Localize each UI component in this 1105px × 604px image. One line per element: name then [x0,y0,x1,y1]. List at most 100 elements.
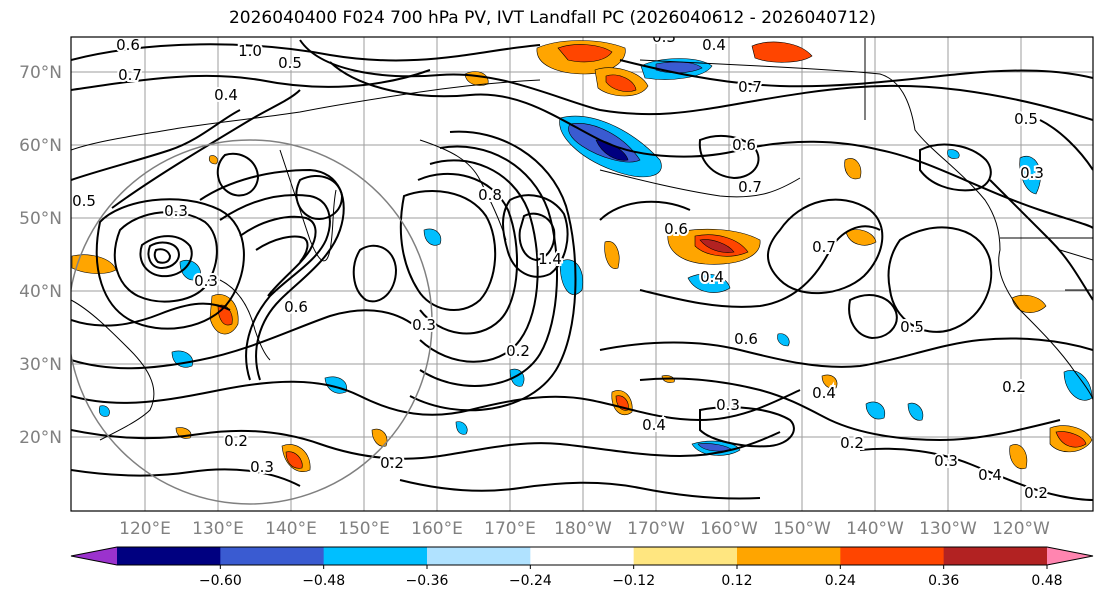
colorbar-outline [70,546,1094,566]
colorbar-segment [633,547,738,565]
contour-label: 0.6 [664,220,688,238]
contour-label: 0.5 [900,318,924,336]
ivt-positive-patch [844,158,862,180]
colorbar: −0.60 −0.48 −0.36 −0.24 −0.12 0.12 0.24 0.36 0.4… [70,546,1094,589]
lon-label: 120°W [992,519,1050,539]
lon-label: 170°E [484,519,536,539]
ivt-positive-patch [604,241,620,269]
contour-label: 0.4 [978,466,1002,484]
longitude-labels: 120°E 130°E 140°E 150°E 160°E 170°E 180°… [119,519,1050,539]
contour-label: 0.3 [1020,164,1044,182]
contour-label: 0.7 [738,178,762,196]
contour-label: 0.2 [506,342,530,360]
contour-label: 0.3 [934,452,958,470]
lon-label: 150°E [338,519,390,539]
ivt-positive-patch [285,451,303,469]
contour-label: 0.3 [164,202,188,220]
ivt-positive-patch [208,155,218,165]
ivt-positive-patch [371,428,388,447]
contour-label: 0.2 [380,454,404,472]
lon-label: 130°E [192,519,244,539]
map-frame [70,36,1094,512]
contour-label: 0.2 [1002,378,1026,396]
ivt-negative-patch [98,405,110,417]
ivt-positive-patch [605,74,637,92]
ivt-negative-patch [777,333,790,347]
contour-label: 0.3 [250,458,274,476]
contour-label: 0.4 [702,36,726,54]
contour-label: 1.4 [538,250,562,268]
ivt-negative-patch [179,259,201,281]
colorbar-extension-high [1047,547,1093,565]
lat-label: 60°N [19,136,62,156]
contour-label: 1.0 [238,42,262,60]
ivt-positive-patch [557,44,613,63]
contour-label: 0.5 [72,192,96,210]
contour-label: 0.2 [840,434,864,452]
colorbar-tick-label: −0.36 [406,573,449,589]
colorbar-tick-label: 0.24 [825,573,856,589]
colorbar-segment [323,547,428,565]
lon-label: 150°W [773,519,831,539]
ivt-positive-patch [699,239,735,253]
lat-label: 70°N [19,63,62,83]
ivt-positive-patch [1009,444,1028,470]
colorbar-tick-label: −0.60 [199,573,242,589]
ivt-positive-patch [1055,431,1087,448]
ivt-negative-patch [907,402,924,421]
contour-label: 0.2 [224,432,248,450]
colorbar-tick-label: 0.12 [721,573,752,589]
ivt-negative-patch [865,401,886,420]
contour-label: 0.3 [194,272,218,290]
latitude-labels: 70°N 60°N 50°N 40°N 30°N 20°N [19,63,62,448]
colorbar-segments [71,547,1093,565]
contour-label: 0.4 [642,416,666,434]
ivt-negative-patch [687,273,731,293]
lat-label: 20°N [19,428,62,448]
lon-label: 140°E [265,519,317,539]
contour-label: 0.4 [214,86,238,104]
lon-label: 170°W [627,519,685,539]
contour-labels: 0.6 1.0 0.5 0.4 0.7 0.3 0.7 0.3 0.3 0.8 … [71,28,1050,504]
lon-label: 130°W [919,519,977,539]
contour-label: 0.6 [734,330,758,348]
colorbar-ticks: −0.60 −0.48 −0.36 −0.24 −0.12 0.12 0.24 0.36 0.4… [199,565,1063,589]
contour-label: 0.4 [812,384,836,402]
contour-label: 0.7 [118,66,142,84]
colorbar-tick-label: −0.24 [509,573,552,589]
lon-label: 120°E [119,519,171,539]
colorbar-segment [427,547,531,565]
ivt-positive-patch [845,229,877,246]
contour-label: 0.6 [732,136,756,154]
ivt-negative-patch [423,228,442,246]
colorbar-extension-low [71,547,117,565]
lat-label: 40°N [19,282,62,302]
colorbar-tick-label: −0.12 [612,573,655,589]
lon-label: 140°W [846,519,904,539]
colorbar-segment [737,547,841,565]
ivt-negative-patch [455,421,468,435]
colorbar-segment [117,547,221,565]
contour-label: 0.5 [1014,110,1038,128]
contour-label: 0.8 [478,186,502,204]
lon-label: 180°W [554,519,612,539]
ivt-negative-patch [559,259,584,295]
contour-label: 0.2 [1024,484,1048,502]
ivt-negative-patch [947,149,960,159]
contour-label: 0.5 [278,54,302,72]
colorbar-segment [943,547,1048,565]
contour-label: 0.3 [716,396,740,414]
ivt-negative-patch [1019,156,1041,195]
lat-label: 50°N [19,209,62,229]
map-title: 2026040400 F024 700 hPa PV, IVT Landfall… [228,8,876,28]
contour-label: 0.7 [738,78,762,96]
reference-circle [71,139,433,505]
colorbar-segment [840,547,945,565]
contour-label: 0.3 [652,28,676,46]
colorbar-tick-label: 0.48 [1031,573,1062,589]
ivt-positive-patch [751,41,813,63]
lon-label: 160°W [700,519,758,539]
contour-label: 0.4 [700,268,724,286]
pv-contours [71,39,1093,501]
